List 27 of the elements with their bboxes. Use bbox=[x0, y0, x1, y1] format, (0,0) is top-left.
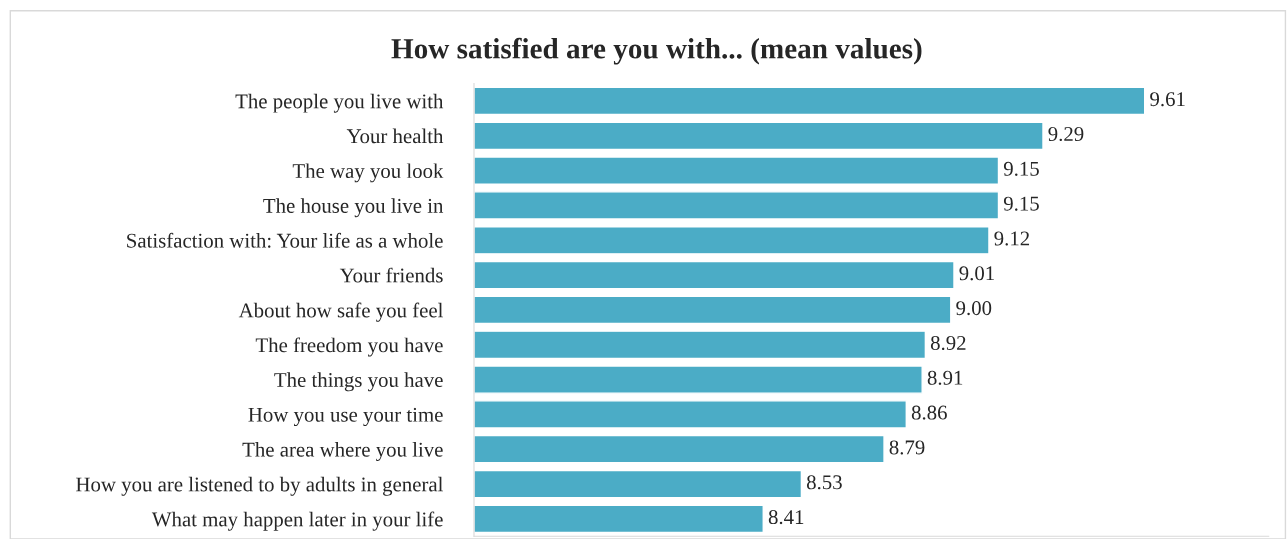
y-tick-label: Your friends bbox=[339, 267, 443, 283]
data-label: 9.29 bbox=[1048, 127, 1084, 142]
chart-title: How satisfied are you with... (mean values) bbox=[391, 37, 922, 65]
y-tick-label: The house you live in bbox=[263, 198, 444, 218]
y-tick-label: The area where you live bbox=[242, 442, 443, 461]
data-label: 9.00 bbox=[956, 301, 992, 316]
data-label: 9.15 bbox=[1003, 196, 1039, 211]
data-label: 9.01 bbox=[959, 266, 994, 281]
data-label: 8.53 bbox=[806, 475, 842, 490]
y-tick-label: What may happen later in your life bbox=[151, 511, 443, 531]
data-label: 8.79 bbox=[889, 440, 925, 455]
y-tick-label: About how safe you feel bbox=[238, 302, 444, 322]
data-label: 8.41 bbox=[768, 510, 804, 525]
data-label: 9.15 bbox=[1003, 161, 1039, 176]
data-label: 9.61 bbox=[1150, 92, 1185, 107]
y-tick-label: How you use your time bbox=[248, 407, 443, 427]
y-tick-label: The way you look bbox=[292, 163, 444, 183]
y-tick-label: Satisfaction with: Your life as a whole bbox=[127, 232, 443, 248]
y-tick-label: The things you have bbox=[274, 372, 443, 392]
data-label: 8.91 bbox=[927, 370, 963, 385]
data-label: 8.86 bbox=[911, 405, 947, 420]
y-tick-label: How you are listened to by adults in general bbox=[76, 476, 443, 496]
data-label: 9.12 bbox=[994, 231, 1030, 246]
y-tick-label: The freedom you have bbox=[255, 337, 443, 357]
y-tick-label: Your health bbox=[346, 128, 444, 144]
y-tick-label: The people you live with bbox=[235, 93, 444, 113]
data-label: 8.92 bbox=[930, 335, 966, 351]
